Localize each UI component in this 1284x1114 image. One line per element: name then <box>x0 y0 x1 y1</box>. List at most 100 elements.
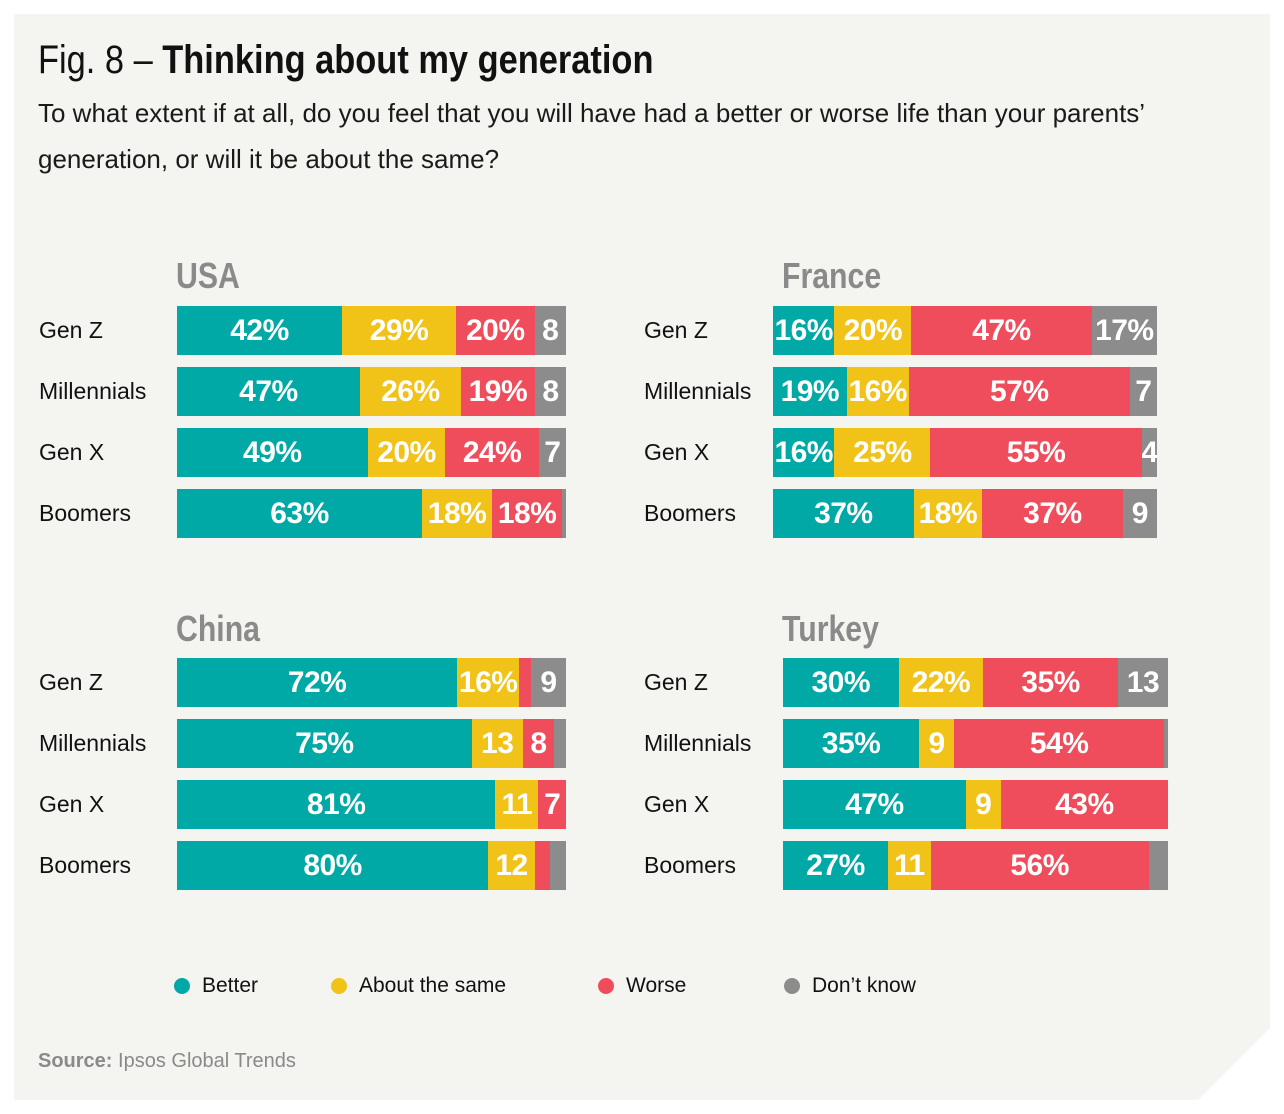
bar-segment-better: 81% <box>177 780 496 829</box>
data-label: 7 <box>1135 374 1152 408</box>
bar-segment-worse: 57% <box>908 367 1130 416</box>
row-label: Gen X <box>644 791 710 817</box>
bar-segment-better: 49% <box>177 428 368 477</box>
bar-segment-better: 80% <box>177 841 489 890</box>
source-label: Source: <box>38 1050 113 1072</box>
data-label: 30% <box>811 665 871 699</box>
data-label: 18% <box>427 496 487 530</box>
data-label: 43% <box>1055 787 1114 821</box>
bar-segment-better: 63% <box>177 489 423 538</box>
legend: Better About the same Worse Don’t know <box>14 974 1270 1004</box>
stacked-bar-france: 37% 18% 37% 9 <box>773 489 1157 538</box>
data-label: 27% <box>806 848 865 882</box>
row-label: Gen X <box>39 791 105 817</box>
bar-segment-better: 72% <box>177 658 458 707</box>
bar-segment-worse: 19% <box>460 367 535 416</box>
data-label: 4 <box>1141 435 1157 469</box>
bar-segment-better: 27% <box>783 841 888 890</box>
bar-segment-same: 29% <box>342 306 456 355</box>
bar-segment-worse: 37% <box>982 489 1123 538</box>
bar-segment-dont-know <box>554 719 566 768</box>
bar-segment-better: 19% <box>773 367 847 416</box>
panel-title-china: China <box>176 608 261 649</box>
bar-segment-better: 47% <box>177 367 360 416</box>
data-label: 9 <box>1131 496 1149 530</box>
bar-segment-worse: 43% <box>1000 780 1168 829</box>
data-label: 35% <box>821 726 881 760</box>
source-text: Ipsos Global Trends <box>112 1050 296 1072</box>
stacked-bar-china: 81% 11 7 <box>177 780 566 829</box>
bar-segment-same: 13 <box>471 719 523 768</box>
panel-title-france: France <box>782 255 882 296</box>
bar-segment-dont-know: 9 <box>530 658 566 707</box>
data-label: 8 <box>542 374 559 408</box>
row-label: Millennials <box>39 378 147 404</box>
row-label: Gen Z <box>39 317 103 343</box>
bar-segment-dont-know: 7 <box>538 428 566 477</box>
figure-title: Fig. 8 – Thinking about my generation <box>38 38 653 82</box>
row-label: Gen X <box>644 439 710 465</box>
stacked-bar-france: 16% 20% 47% 17% <box>773 306 1157 355</box>
bar-segment-same: 11 <box>888 841 931 890</box>
bar-segment-same: 18% <box>913 489 983 538</box>
legend-label: About the same <box>359 974 507 997</box>
bar-segment-better: 47% <box>783 780 966 829</box>
data-label: 25% <box>853 435 912 469</box>
bar-segment-same: 26% <box>359 367 461 416</box>
data-label: 17% <box>1095 313 1154 347</box>
data-label: 7 <box>544 435 561 469</box>
panel-title-turkey: Turkey <box>782 608 879 649</box>
bar-segment-same: 22% <box>898 658 984 707</box>
legend-dot-better <box>174 978 190 994</box>
row-label: Boomers <box>39 852 132 878</box>
bar-segment-better: 16% <box>773 428 835 477</box>
bar-segment-worse: 7 <box>538 780 566 829</box>
stacked-bar-france: 19% 16% 57% 7 <box>773 367 1157 416</box>
stacked-bar-china: 80% 12 <box>177 841 566 890</box>
data-label: 8 <box>530 726 547 760</box>
stacked-bar-usa: 63% 18% 18% <box>177 489 566 538</box>
data-label: 37% <box>814 496 873 530</box>
row-label: Millennials <box>644 378 752 404</box>
bar-segment-dont-know: 8 <box>534 306 566 355</box>
data-label: 80% <box>303 848 362 882</box>
legend-item-better: Better <box>174 974 258 998</box>
legend-label: Better <box>202 974 259 997</box>
bar-segment-same: 11 <box>495 780 539 829</box>
row-label: Gen Z <box>39 669 103 695</box>
folded-corner <box>1198 1028 1270 1100</box>
bar-segment-better: 16% <box>773 306 835 355</box>
data-label: 47% <box>845 787 904 821</box>
data-label: 42% <box>230 313 289 347</box>
bar-segment-worse: 54% <box>954 719 1165 768</box>
legend-item-same: About the same <box>331 974 506 998</box>
panel-title-usa: USA <box>176 255 240 296</box>
legend-dot-worse <box>598 978 614 994</box>
stacked-bar-turkey: 35% 9 54% <box>783 719 1168 768</box>
bar-segment-same: 18% <box>422 489 493 538</box>
row-label: Gen Z <box>644 669 708 695</box>
stacked-bar-turkey: 27% 11 56% <box>783 841 1168 890</box>
bar-segment-same: 12 <box>488 841 535 890</box>
stacked-bar-france: 16% 25% 55% 4 <box>773 428 1157 477</box>
data-label: 56% <box>1010 848 1069 882</box>
bar-segment-better: 37% <box>773 489 914 538</box>
data-label: 7 <box>544 787 561 821</box>
bar-segment-same: 16% <box>846 367 909 416</box>
bar-segment-dont-know <box>550 841 566 890</box>
data-label: 9 <box>975 787 992 821</box>
bar-segment-dont-know: 9 <box>1122 489 1157 538</box>
bar-segment-worse: 18% <box>492 489 563 538</box>
stacked-bar-china: 75% 13 8 <box>177 719 566 768</box>
data-label: 11 <box>501 787 533 821</box>
bar-segment-same: 9 <box>919 719 955 768</box>
data-label: 29% <box>369 313 429 347</box>
data-label: 24% <box>462 435 522 469</box>
stacked-bar-usa: 49% 20% 24% 7 <box>177 428 566 477</box>
data-label: 18% <box>497 496 557 530</box>
figure-subtitle: To what extent if at all, do you feel th… <box>38 98 1145 174</box>
data-label: 16% <box>774 313 833 347</box>
data-label: 19% <box>468 374 528 408</box>
bar-segment-worse: 24% <box>445 428 539 477</box>
row-label: Millennials <box>644 730 752 756</box>
